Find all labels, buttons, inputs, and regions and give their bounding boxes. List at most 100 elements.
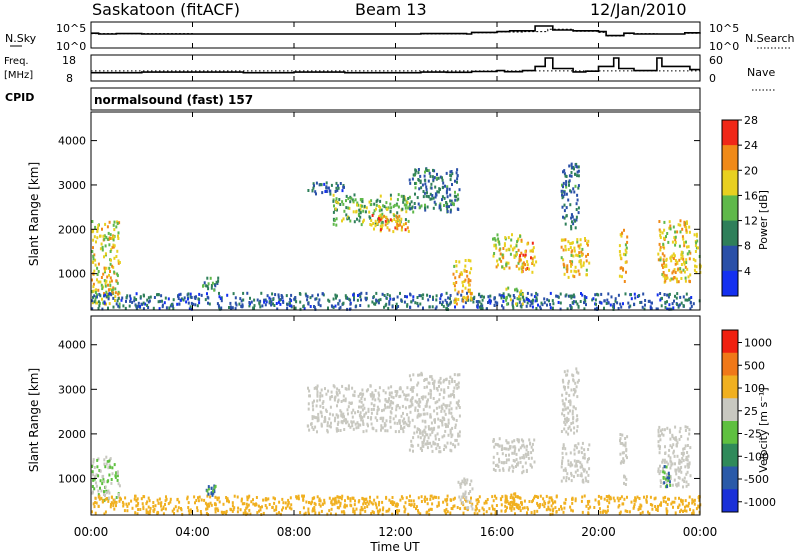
data-cell [412, 386, 415, 389]
data-cell [336, 495, 339, 499]
data-cell [511, 496, 514, 500]
data-cell [106, 225, 109, 229]
data-cell [561, 459, 564, 463]
data-cell [492, 254, 495, 258]
data-cell [399, 291, 401, 295]
data-cell [570, 227, 573, 231]
data-cell [218, 295, 221, 299]
colorbar-band [722, 421, 738, 445]
data-cell [409, 388, 412, 391]
data-cell [522, 439, 525, 443]
data-cell [453, 496, 456, 500]
data-cell [439, 301, 441, 305]
data-cell [125, 502, 128, 506]
data-cell [492, 467, 495, 471]
data-cell [435, 176, 438, 180]
data-cell [450, 407, 453, 411]
data-cell [233, 494, 236, 498]
data-cell [306, 295, 309, 299]
data-cell [160, 294, 163, 298]
data-cell [311, 294, 314, 298]
data-cell [99, 234, 102, 238]
data-cell [388, 498, 391, 502]
data-cell [396, 511, 399, 515]
data-cell [275, 505, 278, 509]
data-cell [319, 499, 322, 503]
data-cell [131, 506, 134, 510]
data-cell [515, 458, 518, 462]
data-cell [439, 208, 442, 212]
data-cell [477, 500, 480, 504]
data-cell [231, 509, 234, 513]
data-cell [249, 512, 252, 516]
data-cell [207, 282, 210, 286]
data-cell [529, 463, 532, 467]
data-cell [228, 500, 230, 504]
data-cell [297, 497, 300, 501]
data-cell [667, 240, 670, 244]
data-cell [375, 298, 378, 302]
data-cell [247, 496, 250, 500]
data-cell [505, 447, 508, 451]
data-cell [507, 441, 510, 445]
data-cell [408, 178, 411, 182]
data-cell [463, 494, 466, 498]
data-cell [628, 510, 631, 514]
data-cell [521, 456, 524, 460]
data-cell [520, 292, 522, 296]
data-cell [177, 297, 180, 300]
data-cell [438, 438, 441, 441]
data-cell [295, 300, 298, 304]
data-cell [441, 423, 444, 427]
data-cell [413, 425, 416, 429]
data-cell [674, 437, 677, 441]
data-cell [672, 257, 675, 260]
data-cell [507, 458, 510, 462]
data-cell [92, 478, 95, 482]
data-cell [446, 503, 449, 507]
x-tick-label: 20:00 [581, 525, 616, 539]
data-cell [423, 435, 426, 439]
data-cell [630, 297, 633, 301]
data-cell [340, 400, 343, 403]
data-cell [91, 510, 93, 514]
data-cell [111, 245, 114, 249]
data-cell [307, 507, 310, 511]
data-cell [242, 511, 245, 515]
data-cell [429, 197, 432, 201]
data-cell [167, 502, 170, 506]
data-cell [664, 495, 667, 499]
data-cell [679, 230, 682, 234]
data-cell [492, 439, 495, 442]
data-cell [533, 295, 536, 299]
data-cell [409, 399, 412, 403]
data-cell [298, 292, 301, 295]
data-cell [146, 304, 149, 307]
data-cell [668, 220, 671, 224]
data-cell [549, 291, 552, 295]
data-cell [359, 411, 362, 415]
data-cell [345, 418, 348, 422]
data-cell [417, 509, 419, 513]
data-cell [687, 483, 690, 487]
data-cell [122, 502, 125, 506]
data-cell [400, 217, 403, 221]
data-cell [668, 476, 670, 480]
data-cell [511, 247, 514, 251]
data-cell [603, 299, 606, 303]
data-cell [372, 511, 375, 515]
data-cell [358, 208, 361, 212]
data-cell [438, 379, 441, 383]
data-cell [639, 512, 642, 516]
data-cell [156, 510, 159, 514]
data-cell [522, 263, 525, 267]
data-cell [499, 252, 502, 256]
data-cell [359, 204, 362, 208]
data-cell [252, 502, 255, 506]
data-cell [664, 452, 667, 455]
data-cell [423, 174, 426, 178]
data-cell [146, 298, 149, 302]
data-cell [420, 395, 423, 399]
data-cell [571, 215, 574, 219]
data-cell [560, 479, 563, 483]
